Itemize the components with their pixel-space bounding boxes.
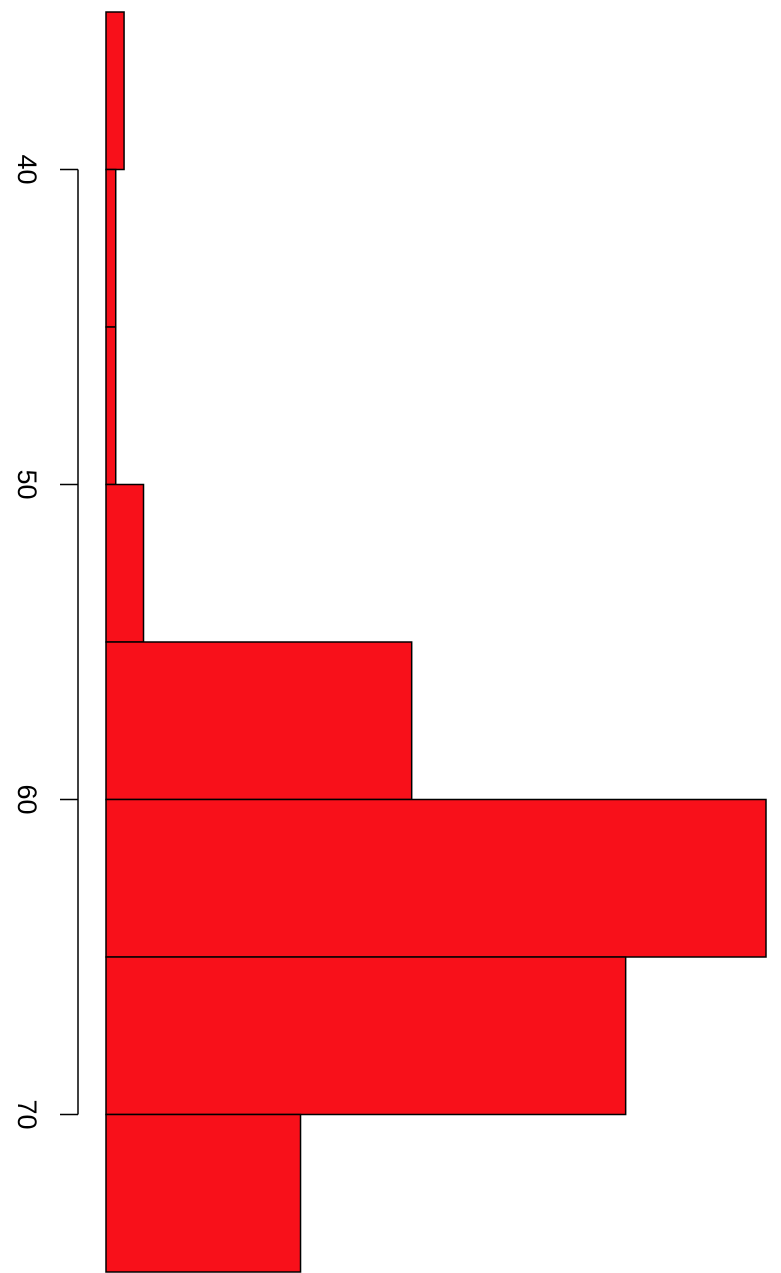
histogram-bars bbox=[105, 11, 767, 1273]
tick-label-60: 60 bbox=[12, 784, 42, 814]
histogram-bar-65-70 bbox=[105, 956, 627, 1116]
histogram-bar-40-45 bbox=[105, 168, 117, 328]
histogram-bar-50-55 bbox=[105, 483, 145, 643]
histogram-bar-60-65 bbox=[105, 798, 767, 958]
histogram-bar-70-75 bbox=[105, 1113, 302, 1273]
histogram-bar-45-50 bbox=[105, 326, 117, 486]
tick-label-40: 40 bbox=[12, 154, 42, 184]
histogram-bar-55-60 bbox=[105, 641, 413, 801]
value-axis: 40 50 60 70 bbox=[12, 154, 79, 1130]
histogram-bar-35-40 bbox=[105, 11, 125, 171]
tick-label-50: 50 bbox=[12, 469, 42, 499]
tick-label-70: 70 bbox=[12, 1099, 42, 1129]
